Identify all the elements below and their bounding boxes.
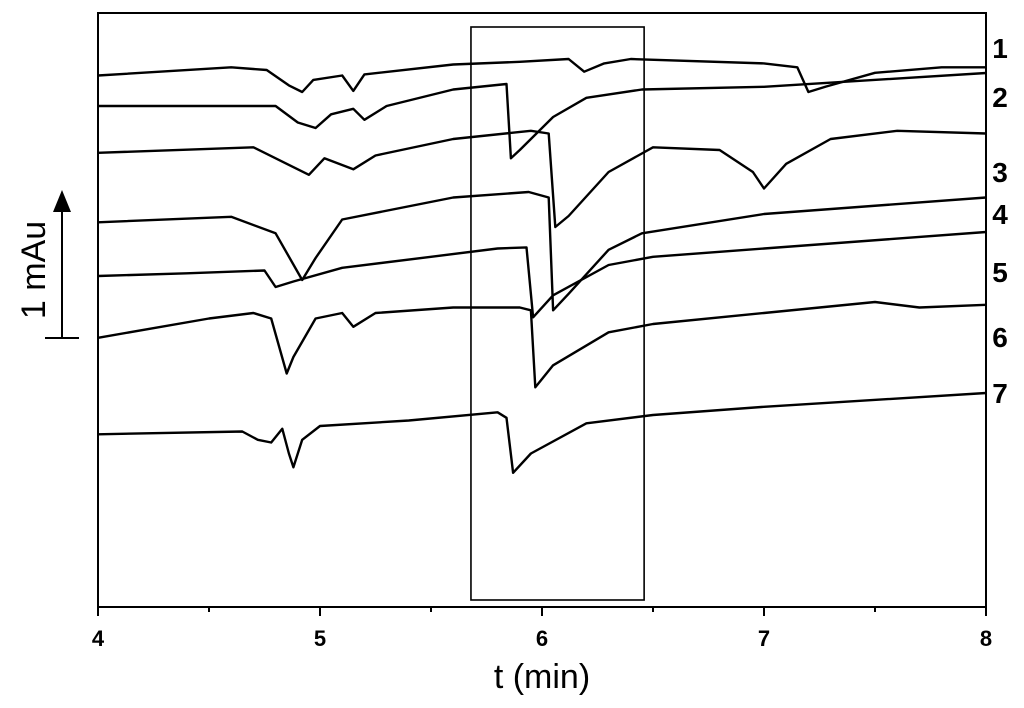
trace-6 [97, 300, 987, 389]
trace-label-4: 4 [992, 199, 1008, 230]
trace-label-1: 1 [992, 33, 1008, 64]
trace-label-6: 6 [992, 322, 1008, 353]
x-tick-label: 8 [980, 626, 992, 651]
x-tick-label: 7 [758, 626, 770, 651]
x-axis-title: t (min) [494, 658, 590, 696]
trace-labels: 1 2 3 4 5 6 7 [992, 33, 1008, 409]
scale-bar-label: 1 mAu [15, 221, 53, 319]
trace-label-2: 2 [992, 82, 1008, 113]
traces [97, 57, 987, 474]
x-axis: 4 5 6 7 8 [92, 607, 992, 651]
highlight-box [470, 26, 645, 601]
plot-frame [97, 12, 987, 608]
trace-label-5: 5 [992, 257, 1008, 288]
trace-2 [98, 71, 987, 160]
trace-3 [97, 129, 987, 229]
trace-5 [97, 230, 987, 319]
x-tick-label: 6 [536, 626, 548, 651]
x-tick-label: 4 [92, 626, 105, 651]
scale-bar-arrow-icon [53, 190, 71, 212]
trace-label-3: 3 [992, 157, 1008, 188]
trace-1 [97, 57, 986, 94]
x-tick-label: 5 [314, 626, 326, 651]
trace-label-7: 7 [992, 378, 1008, 409]
trace-7 [97, 391, 987, 474]
scale-bar: 1 mAu [15, 190, 79, 339]
trace-4 [97, 190, 987, 312]
